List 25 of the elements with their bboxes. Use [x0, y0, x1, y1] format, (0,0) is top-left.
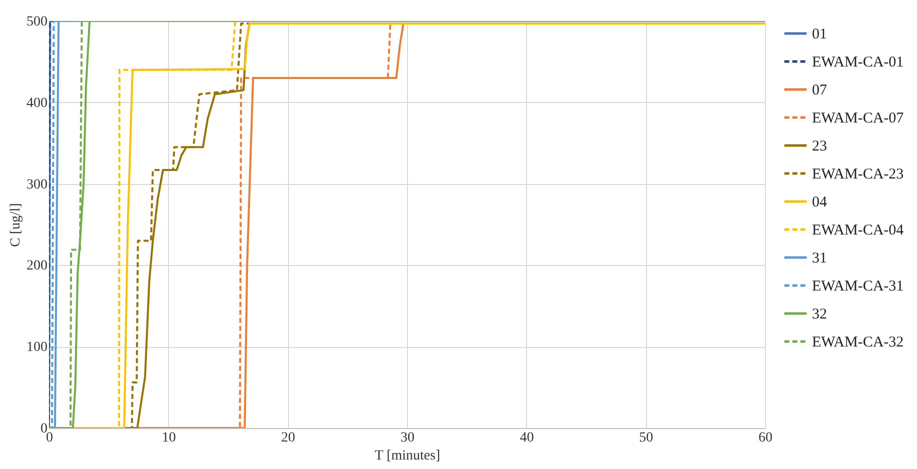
x-tick-label: 60: [758, 430, 772, 446]
legend-label: 04: [812, 194, 828, 210]
legend-label: EWAM-CA-04: [812, 222, 904, 238]
y-tick-label: 100: [26, 340, 48, 356]
legend-label: 07: [812, 82, 828, 98]
x-tick-label: 40: [520, 430, 534, 446]
x-tick-label: 30: [400, 430, 414, 446]
x-axis-title: T [minutes]: [374, 448, 440, 464]
legend-label: 23: [812, 138, 827, 154]
x-tick-label: 10: [162, 430, 176, 446]
y-tick-label: 500: [26, 14, 48, 30]
y-axis-title: C [ug/l]: [8, 203, 24, 247]
y-tick-label: 400: [26, 96, 48, 111]
legend-label: EWAM-CA-32: [812, 334, 904, 350]
legend-label: EWAM-CA-01: [812, 54, 904, 70]
legend-label: 01: [812, 26, 827, 42]
legend-label: EWAM-CA-07: [812, 110, 904, 126]
legend-label: 31: [812, 250, 827, 266]
x-tick-label: 20: [281, 430, 296, 446]
legend-label: 32: [812, 306, 827, 322]
legend-label: EWAM-CA-31: [812, 278, 904, 294]
legend-label: EWAM-CA-23: [812, 166, 904, 182]
y-tick-label: 300: [26, 177, 48, 192]
y-tick-label: 200: [26, 258, 48, 274]
x-tick-label: 50: [639, 430, 654, 446]
